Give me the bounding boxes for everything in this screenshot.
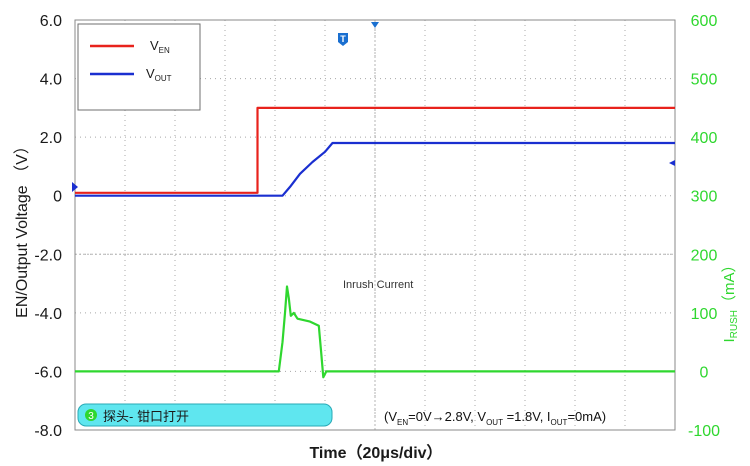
ch2-ground-marker-icon bbox=[669, 160, 675, 166]
y2-axis-label: IRUSH（mA） bbox=[721, 257, 740, 342]
trigger-marker: T bbox=[338, 33, 348, 46]
legend-ven: VEN bbox=[150, 38, 170, 55]
y2-tick-label: 500 bbox=[691, 72, 718, 89]
y2-tick-label: 600 bbox=[691, 13, 718, 30]
svg-text:IRUSH（mA）: IRUSH（mA） bbox=[721, 257, 740, 342]
probe-number: 3 bbox=[88, 411, 94, 422]
legend-vout: VOUT bbox=[146, 66, 172, 83]
x-axis-label: Time（20μs/div） bbox=[309, 444, 442, 462]
y-tick-label: -4.0 bbox=[34, 306, 62, 323]
y2-tick-label: 200 bbox=[691, 247, 718, 264]
y2-tick-label: 400 bbox=[691, 130, 718, 147]
plot-border bbox=[74, 19, 676, 431]
trace-i-rush bbox=[75, 285, 675, 379]
probe-label: 3 探头- 钳口打开 bbox=[77, 403, 333, 427]
y2-tick-label: 100 bbox=[691, 306, 718, 323]
y-tick-label: -6.0 bbox=[34, 364, 62, 381]
y-tick-label: -2.0 bbox=[34, 247, 62, 264]
plot-frame bbox=[74, 19, 676, 431]
y-tick-label: 2.0 bbox=[40, 130, 62, 147]
y-tick-label: 4.0 bbox=[40, 72, 62, 89]
trigger-label: T bbox=[340, 34, 346, 44]
right-axis: 600 500 400 300 200 100 0 -100 bbox=[688, 13, 720, 440]
ch1-ground-marker-icon bbox=[72, 182, 78, 192]
y-tick-label: 6.0 bbox=[40, 13, 62, 30]
y-axis-label: EN/Output Voltage （V） bbox=[13, 138, 31, 318]
y-tick-label: 0 bbox=[53, 189, 62, 206]
time-cursor-icon bbox=[371, 22, 379, 28]
traces bbox=[75, 106, 675, 379]
trace-v-en bbox=[75, 106, 675, 194]
legend: VEN VOUT bbox=[77, 23, 201, 111]
y2-tick-label: 300 bbox=[691, 189, 718, 206]
probe-text: 探头- 钳口打开 bbox=[103, 409, 189, 424]
left-axis: 6.0 4.0 2.0 0 -2.0 -4.0 -6.0 -8.0 bbox=[34, 13, 62, 440]
y2-tick-label: 0 bbox=[700, 364, 709, 381]
y-tick-label: -8.0 bbox=[34, 423, 62, 440]
y2-tick-label: -100 bbox=[688, 423, 720, 440]
inrush-annotation: Inrush Current bbox=[343, 279, 413, 291]
condition-text: (VEN=0V→2.8V, VOUT =1.8V, IOUT=0mA) bbox=[384, 409, 606, 427]
trace-v-out bbox=[75, 141, 675, 197]
